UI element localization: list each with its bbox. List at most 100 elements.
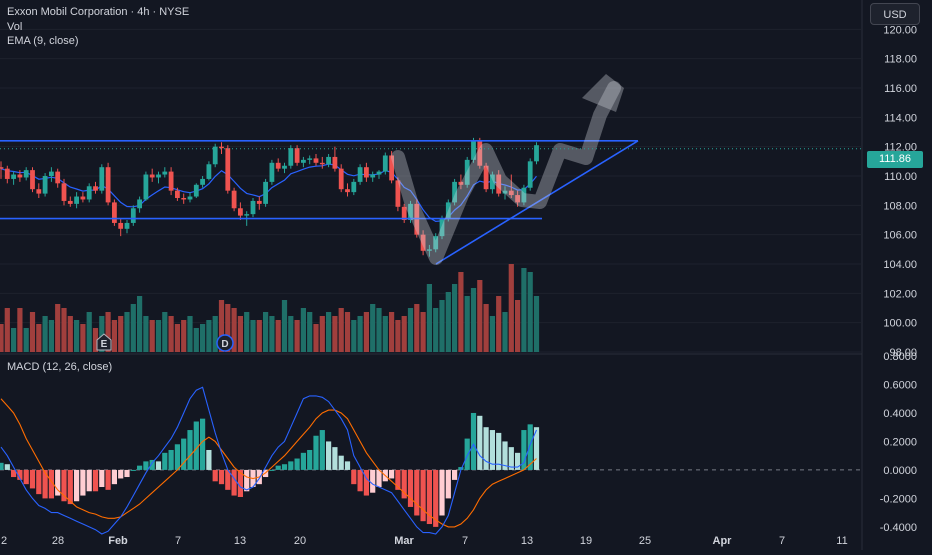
macd-tick-label: 0.2000 bbox=[883, 436, 917, 448]
candle-body bbox=[11, 174, 16, 179]
candle-body bbox=[61, 183, 67, 201]
macd-histogram-bar bbox=[470, 412, 477, 470]
candle-body bbox=[137, 199, 142, 209]
dividend-marker-shape bbox=[216, 334, 234, 352]
volume-bar bbox=[29, 312, 36, 352]
symbol-title[interactable]: Exxon Mobil Corporation · 4h · NYSE bbox=[7, 6, 190, 18]
earnings-marker: E bbox=[96, 333, 112, 351]
macd-histogram-bar bbox=[464, 438, 470, 470]
candle-body bbox=[4, 168, 10, 179]
last-price-badge: 111.86 bbox=[867, 151, 923, 168]
time-tick-label: 13 bbox=[234, 535, 246, 547]
macd-histogram-bar bbox=[426, 469, 432, 525]
macd-legend[interactable]: MACD (12, 26, close) bbox=[7, 361, 113, 373]
volume-bar bbox=[181, 320, 187, 352]
macd-histogram-bar bbox=[445, 469, 451, 499]
volume-bar bbox=[401, 316, 407, 352]
candle-body bbox=[294, 148, 300, 163]
volume-bar bbox=[508, 264, 514, 352]
macd-histogram-bar bbox=[496, 432, 502, 470]
time-tick-label: 28 bbox=[52, 535, 64, 547]
macd-histogram-bar bbox=[483, 427, 489, 470]
candle-body bbox=[168, 171, 174, 191]
volume-bar bbox=[300, 308, 306, 352]
candle-body bbox=[502, 190, 508, 194]
candle-body bbox=[238, 208, 243, 216]
macd-histogram-bar bbox=[17, 469, 23, 480]
time-tick-label: 7 bbox=[175, 535, 181, 547]
macd-histogram-bar bbox=[42, 469, 48, 499]
candle-body bbox=[67, 200, 73, 204]
macd-histogram-bar bbox=[294, 458, 300, 470]
volume-bar bbox=[86, 312, 92, 352]
macd-histogram-bar bbox=[99, 469, 105, 488]
candle-body bbox=[427, 249, 432, 251]
volume-bar bbox=[92, 328, 99, 352]
macd-histogram-bar bbox=[420, 469, 426, 522]
macd-histogram-bar bbox=[237, 469, 243, 497]
candle-body bbox=[370, 174, 376, 178]
volume-bar bbox=[319, 316, 325, 352]
macd-histogram-bar bbox=[515, 452, 521, 470]
macd-signal-line bbox=[0, 398, 537, 528]
currency-button[interactable]: USD bbox=[870, 3, 920, 25]
candle-body bbox=[206, 164, 212, 179]
candle-body bbox=[143, 174, 149, 200]
volume-bar bbox=[111, 320, 117, 352]
candle-body bbox=[86, 186, 92, 200]
volume-bar bbox=[225, 304, 231, 352]
candle-body bbox=[452, 181, 457, 203]
macd-histogram-bar bbox=[439, 469, 445, 516]
volume-bar bbox=[124, 312, 130, 352]
candle-body bbox=[508, 190, 514, 196]
candle-body bbox=[332, 156, 338, 169]
macd-histogram-bar bbox=[130, 469, 136, 471]
macd-tick-label: 0.0000 bbox=[883, 465, 917, 477]
candle-body bbox=[219, 146, 224, 149]
volume-bar bbox=[162, 312, 168, 352]
candle-body bbox=[162, 171, 168, 175]
volume-bar bbox=[483, 304, 489, 352]
candle-body bbox=[149, 174, 155, 178]
volume-bar bbox=[351, 320, 357, 352]
volume-bar bbox=[149, 320, 155, 352]
volume-bar bbox=[200, 324, 206, 352]
volume-bar bbox=[452, 284, 458, 352]
candle-body bbox=[521, 187, 527, 203]
time-tick-label: 7 bbox=[779, 535, 785, 547]
volume-legend[interactable]: Vol bbox=[7, 21, 23, 33]
candle-body bbox=[175, 190, 180, 198]
candle-body bbox=[483, 165, 489, 190]
candle-body bbox=[74, 196, 79, 204]
time-tick-label: 7 bbox=[462, 535, 468, 547]
time-tick-label: 11 bbox=[836, 535, 847, 547]
volume-bar bbox=[74, 320, 80, 352]
macd-histogram-bar bbox=[452, 469, 458, 480]
volume-bar bbox=[174, 324, 180, 352]
candle-body bbox=[193, 184, 199, 197]
volume-bar bbox=[4, 308, 10, 352]
macd-histogram-bar bbox=[92, 469, 99, 492]
price-tick-label: 102.00 bbox=[883, 288, 917, 300]
macd-histogram-bar bbox=[319, 430, 325, 470]
volume-bar bbox=[407, 308, 414, 352]
macd-histogram-bar bbox=[118, 469, 124, 479]
candle-body bbox=[458, 181, 464, 185]
macd-histogram-bar bbox=[363, 469, 369, 496]
macd-histogram-bar bbox=[124, 469, 130, 478]
candle-body bbox=[231, 190, 237, 209]
candle-body bbox=[408, 203, 413, 220]
volume-bar bbox=[42, 316, 48, 352]
macd-histogram-bar bbox=[489, 430, 495, 470]
volume-bar bbox=[130, 304, 136, 352]
volume-bar bbox=[17, 308, 23, 352]
ema-legend[interactable]: EMA (9, close) bbox=[7, 35, 79, 47]
candle-body bbox=[181, 198, 187, 200]
candle-body bbox=[445, 202, 451, 219]
candle-body bbox=[288, 148, 294, 166]
macd-histogram-bar bbox=[36, 469, 42, 495]
macd-tick-label: -0.2000 bbox=[880, 493, 917, 505]
candle-body bbox=[527, 161, 533, 188]
